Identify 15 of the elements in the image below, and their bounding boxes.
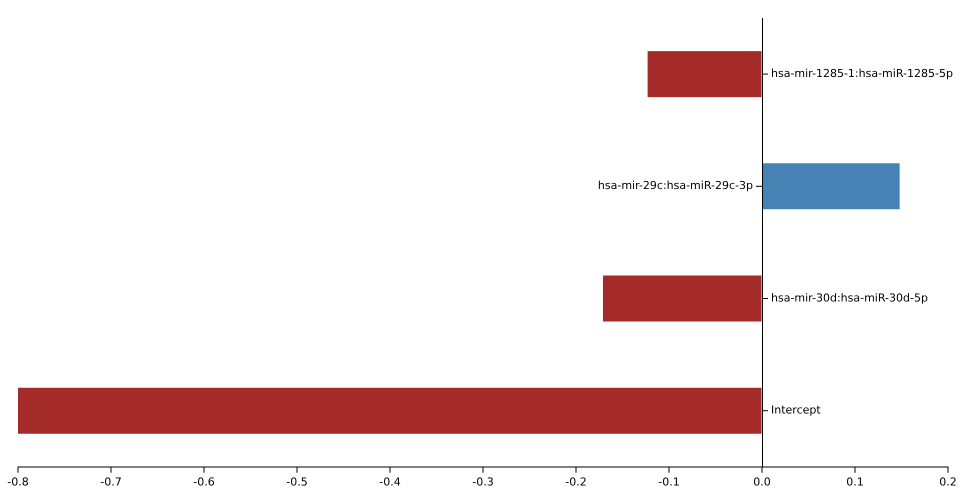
x-tick-label: -0.1	[658, 475, 680, 488]
y-tick-label: hsa-mir-1285-1:hsa-miR-1285-5p	[771, 66, 953, 80]
x-tick-label: -0.4	[379, 475, 401, 488]
x-tick-label: -0.5	[286, 475, 308, 488]
x-tick-label: -0.2	[565, 475, 587, 488]
x-tick-label: -0.8	[7, 475, 29, 488]
x-tick-label: -0.3	[472, 475, 494, 488]
x-tick-label: -0.6	[193, 475, 215, 488]
y-tick-label: Intercept	[771, 404, 822, 417]
x-tick-label: 0.1	[846, 475, 864, 488]
x-tick-label: 0.2	[939, 475, 957, 488]
y-tick-label: hsa-mir-30d:hsa-miR-30d-5p	[771, 291, 928, 304]
x-tick-label: 0.0	[753, 475, 771, 488]
x-tick-label: -0.7	[100, 475, 122, 488]
y-tick-label: hsa-mir-29c:hsa-miR-29c-3p	[598, 179, 754, 192]
